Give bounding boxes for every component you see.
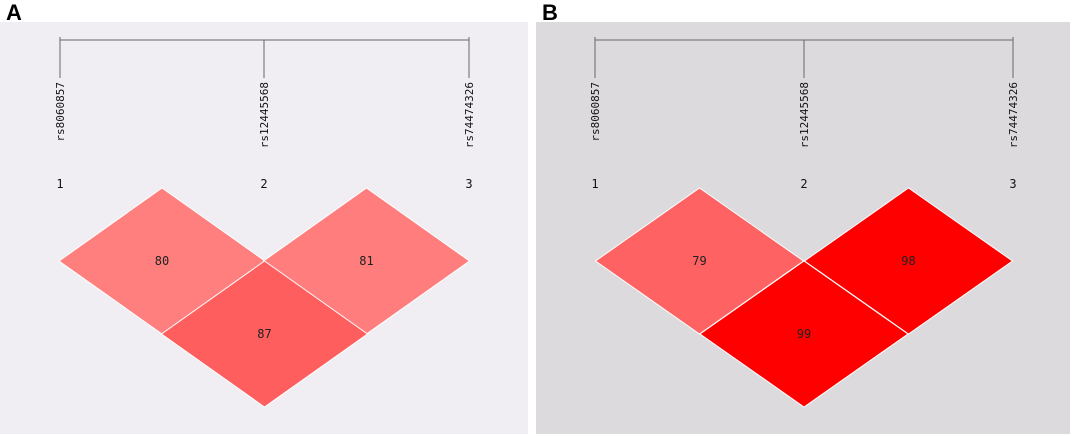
snp-name-label: rs12445568: [798, 82, 811, 148]
snp-index-label: 1: [56, 177, 63, 191]
snp-index-label: 3: [465, 177, 472, 191]
panel-letter-b: B: [542, 0, 558, 25]
ld-cell: [699, 260, 909, 408]
panel-a: rs8060857 1 rs12445568 2 rs74474326 3 80 81 87: [0, 22, 528, 434]
snp-index-label: 2: [260, 177, 267, 191]
panel-b: rs8060857 1 rs12445568 2 rs74474326 3 79 98 99: [536, 22, 1070, 434]
snp-index-label: 3: [1009, 177, 1016, 191]
ld-cell-value: 99: [797, 327, 811, 341]
ld-cell-value: 98: [901, 254, 915, 268]
ld-cell-value: 80: [155, 254, 169, 268]
panel-letter-a: A: [6, 0, 22, 25]
ld-cell: [160, 260, 369, 408]
snp-index-label: 1: [591, 177, 598, 191]
snp-name-label: rs12445568: [258, 82, 271, 148]
ld-cell-value: 79: [692, 254, 706, 268]
snp-name-label: rs8060857: [589, 82, 602, 142]
snp-name-label: rs74474326: [1007, 82, 1020, 148]
snp-index-label: 2: [800, 177, 807, 191]
ld-cell-value: 87: [257, 327, 271, 341]
ld-cell-value: 81: [359, 254, 373, 268]
snp-name-label: rs74474326: [463, 82, 476, 148]
snp-name-label: rs8060857: [54, 82, 67, 142]
